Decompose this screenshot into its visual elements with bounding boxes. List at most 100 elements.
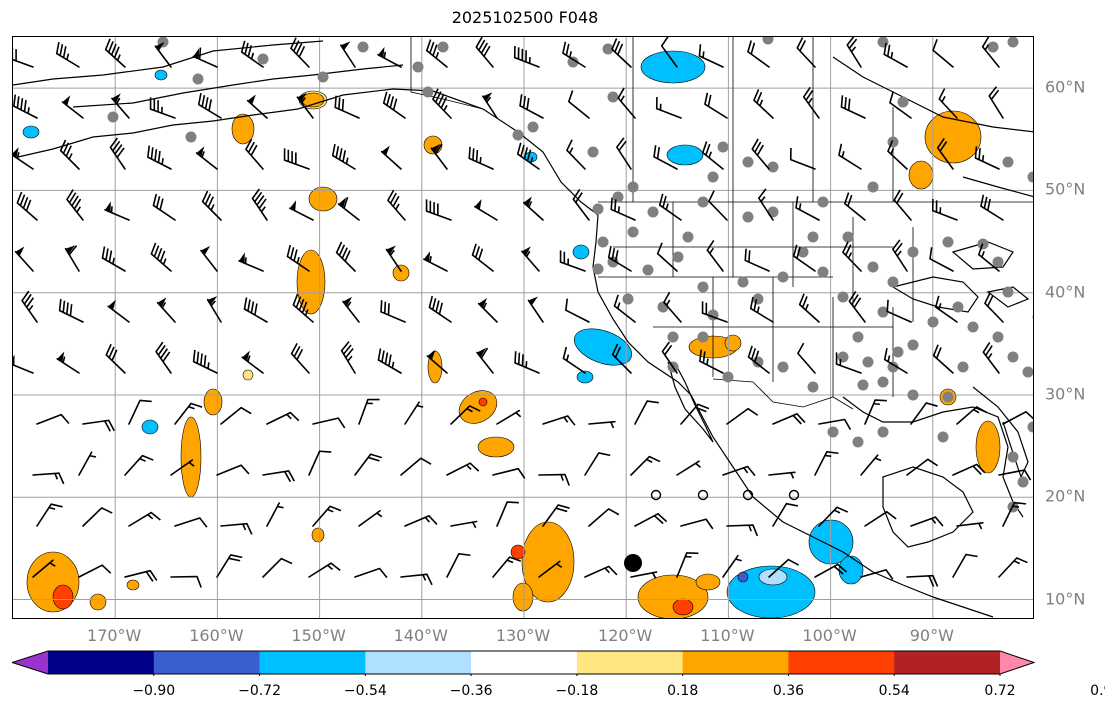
map-panel[interactable] bbox=[12, 36, 1034, 619]
wind-barb bbox=[430, 143, 448, 170]
colorbar-tick-label: 0.90 bbox=[1090, 683, 1105, 699]
wind-barb bbox=[36, 413, 70, 425]
wind-barb bbox=[751, 138, 770, 170]
coastline bbox=[891, 276, 979, 313]
wind-barb bbox=[423, 251, 448, 272]
wind-barb bbox=[843, 192, 866, 221]
wind-barb bbox=[342, 296, 360, 323]
station-dot bbox=[807, 381, 819, 393]
wind-barb bbox=[566, 139, 586, 170]
wind-barb bbox=[584, 565, 618, 578]
station-dot bbox=[967, 321, 979, 333]
wind-barb bbox=[610, 197, 636, 221]
wind-barb bbox=[952, 553, 978, 578]
storm-center-marker bbox=[624, 554, 642, 572]
station-dot bbox=[107, 111, 119, 123]
wind-barb bbox=[795, 196, 820, 221]
colorbar-segment bbox=[576, 651, 684, 674]
wind-barb bbox=[331, 143, 356, 170]
station-dot bbox=[707, 171, 719, 183]
station-dot bbox=[857, 379, 869, 391]
wind-barb bbox=[758, 188, 774, 221]
station-dot bbox=[527, 121, 539, 133]
wind-barb bbox=[887, 140, 908, 170]
wind-barb bbox=[519, 94, 544, 119]
colorbar-tick-label: −0.36 bbox=[449, 683, 493, 699]
wind-barb bbox=[335, 241, 356, 272]
wind-barb bbox=[932, 39, 954, 68]
wind-barb bbox=[385, 245, 402, 272]
coastline bbox=[667, 361, 714, 443]
wind-barb bbox=[749, 296, 774, 323]
wind-barb bbox=[290, 342, 310, 374]
map-canvas[interactable] bbox=[13, 37, 1034, 619]
wind-barb bbox=[492, 467, 526, 479]
colorbar-tick-label: 0.72 bbox=[984, 683, 1016, 699]
station-dot bbox=[717, 141, 729, 153]
station-dot bbox=[647, 206, 659, 218]
anomaly-area bbox=[521, 521, 575, 603]
wind-barb bbox=[59, 139, 80, 170]
wind-barb bbox=[722, 465, 756, 477]
station-dot bbox=[877, 376, 889, 388]
coastline bbox=[17, 88, 599, 216]
wind-barb bbox=[400, 573, 433, 586]
colorbar-segment bbox=[259, 651, 366, 674]
colorbar-tick-label: −0.72 bbox=[238, 683, 281, 699]
wind-barb bbox=[798, 293, 820, 323]
wind-barb bbox=[109, 137, 126, 170]
wind-barbs-layer bbox=[13, 37, 1033, 588]
wind-barb bbox=[240, 40, 264, 68]
colorbar bbox=[12, 650, 1036, 676]
station-dot bbox=[567, 56, 579, 68]
wind-barb bbox=[906, 458, 939, 476]
wind-barb bbox=[308, 562, 341, 578]
wind-barb bbox=[936, 137, 954, 170]
wind-barb bbox=[789, 147, 816, 170]
special-markers bbox=[624, 489, 800, 572]
lat-label: 40°N bbox=[1045, 282, 1086, 302]
station-dot bbox=[412, 61, 424, 73]
wind-barb bbox=[200, 245, 218, 272]
wind-barb bbox=[522, 196, 544, 221]
station-dot bbox=[627, 226, 639, 238]
wind-barb bbox=[846, 37, 862, 68]
wind-barb bbox=[61, 95, 84, 119]
wind-barb bbox=[980, 194, 1004, 221]
wind-barb bbox=[55, 41, 80, 68]
anomaly-area bbox=[510, 544, 526, 560]
anomaly-area bbox=[392, 264, 410, 282]
wind-barb bbox=[312, 505, 342, 527]
wind-barb bbox=[340, 41, 356, 68]
wind-barb bbox=[768, 558, 800, 578]
station-dot bbox=[742, 211, 754, 223]
anomaly-area bbox=[758, 568, 788, 586]
station-dot bbox=[907, 389, 919, 401]
lat-label: 30°N bbox=[1045, 384, 1086, 404]
wind-barb bbox=[111, 93, 130, 119]
wind-barb bbox=[701, 301, 728, 323]
coastline bbox=[842, 396, 1024, 518]
anomaly-area bbox=[141, 419, 159, 435]
wind-barb bbox=[661, 341, 678, 374]
wind-barb bbox=[567, 90, 590, 119]
station-dot bbox=[992, 256, 1004, 268]
wind-barb bbox=[404, 401, 424, 425]
wind-barb bbox=[842, 241, 862, 272]
wind-barb bbox=[147, 145, 172, 170]
wind-barb bbox=[380, 300, 406, 323]
wind-barb bbox=[425, 39, 448, 68]
lon-label: 170°W bbox=[87, 626, 142, 645]
colorbar-segment bbox=[471, 651, 578, 674]
station-dot bbox=[777, 271, 789, 283]
wind-barb bbox=[956, 522, 984, 530]
wind-barb bbox=[197, 92, 222, 119]
wind-barb bbox=[289, 200, 314, 221]
station-dot bbox=[1007, 451, 1019, 463]
station-dot bbox=[887, 361, 899, 373]
wind-barb bbox=[128, 511, 161, 527]
station-dot bbox=[992, 331, 1004, 343]
wind-barb bbox=[616, 137, 632, 170]
wind-barb bbox=[220, 406, 252, 425]
wind-barb bbox=[358, 398, 380, 425]
